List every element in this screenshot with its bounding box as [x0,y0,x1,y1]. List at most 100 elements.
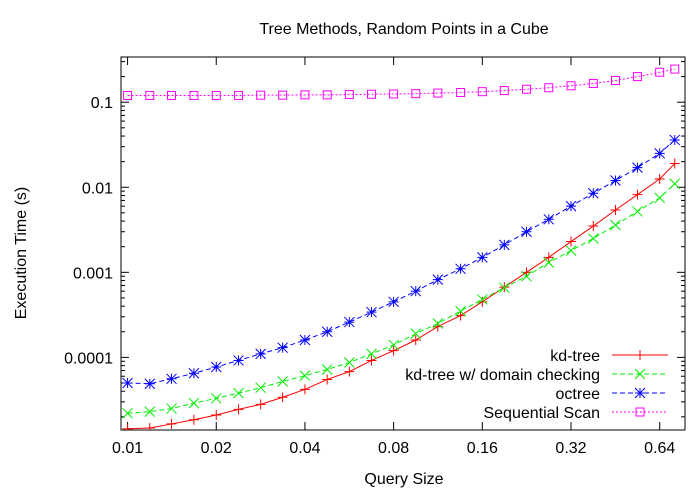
data-point [210,361,222,373]
data-point [234,90,244,100]
data-point [188,414,199,425]
data-point [233,355,244,366]
legend: kd-tree kd-tree w/ domain checking octree S… [405,348,668,422]
data-point [255,382,267,394]
data-point [322,90,332,100]
data-point [669,158,680,169]
data-point [299,334,311,346]
data-point [277,342,288,354]
series-line [127,68,675,96]
data-point [145,90,155,100]
legend-label: kd-tree w/ domain checking [405,367,600,384]
data-point [299,384,310,395]
data-point [632,162,643,174]
data-point [144,422,155,430]
data-point [233,404,244,415]
x-tick-label: 0.64 [644,440,675,457]
data-point [166,373,177,385]
data-point [210,392,222,404]
data-point [669,134,681,146]
data-point [566,81,576,91]
data-point [610,219,621,231]
data-point [388,296,399,308]
y-axis-label: Execution Time (s) [13,187,30,319]
data-point [344,366,355,377]
data-point [565,245,577,256]
data-point [565,200,577,212]
data-point [588,221,599,232]
x-tick-label: 0.02 [201,440,232,457]
data-point [233,387,244,399]
data-point [521,270,532,282]
y-tick-label: 0.1 [91,95,113,112]
data-point [522,84,532,94]
data-point [588,78,598,88]
data-point [321,364,333,375]
data-point [343,357,355,368]
chart-title: Tree Methods, Random Points in a Cube [259,21,548,38]
data-point [166,403,177,414]
data-point [498,282,510,294]
data-point [544,83,554,93]
data-point [455,263,466,275]
data-point [344,90,354,100]
data-point [167,90,177,100]
data-point [299,370,311,381]
data-point [610,175,621,186]
series-layer [122,64,681,430]
data-point [410,285,422,297]
data-point [410,328,422,340]
x-axis-label: Query Size [364,471,443,488]
y-tick-label: 0.001 [73,265,113,282]
data-point [122,423,133,430]
x-ticks: 0.01 0.02 0.04 0.08 0.16 0.32 0.64 [112,57,675,457]
data-point [566,236,577,247]
data-point [655,67,665,77]
data-point [278,90,288,100]
y-ticks: 0.0001 0.001 0.01 0.1 [64,61,685,418]
legend-marker [635,407,645,417]
data-point [366,306,377,318]
data-point [543,257,555,268]
data-point [433,88,443,98]
legend-label: kd-tree [550,348,600,365]
series-line [127,183,676,414]
data-point [389,89,399,99]
data-point [366,348,377,360]
data-point [587,233,599,244]
data-point [277,376,288,387]
data-point [123,90,133,100]
data-point [498,239,510,251]
data-point [300,90,310,100]
x-tick-label: 0.32 [555,440,586,457]
data-point [477,87,487,97]
data-point [388,345,399,356]
data-point [255,348,267,360]
data-point [388,339,399,351]
x-tick-label: 0.04 [289,440,320,457]
data-point [122,377,133,389]
data-point [322,374,333,385]
data-point [343,316,355,328]
data-point [654,174,665,185]
data-point [432,274,444,286]
data-point [587,187,599,199]
data-point [670,64,680,74]
data-point [499,86,509,96]
x-tick-label: 0.16 [467,440,498,457]
legend-label: octree [556,386,601,403]
series-line [127,163,676,430]
data-point [610,75,620,85]
data-point [366,355,377,366]
x-tick-label: 0.01 [112,440,143,457]
data-point [211,90,221,100]
data-point [543,252,554,263]
data-point [477,296,488,307]
plot-frame [120,56,686,431]
data-point [632,72,642,82]
data-point [410,335,421,346]
data-point [122,407,133,419]
data-point [411,89,421,99]
data-point [455,305,466,317]
